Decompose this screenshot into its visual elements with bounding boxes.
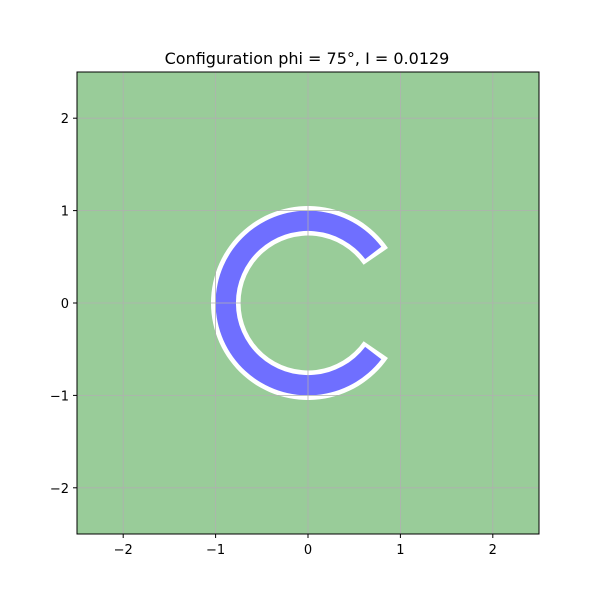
axes-frame [76, 71, 540, 535]
tick-layer: −2 −1 0 1 2 −2 −1 0 1 2 [50, 112, 497, 558]
grid-lines [77, 72, 539, 534]
boundary-gap-region [210, 205, 388, 401]
y-tick-label: 0 [61, 297, 69, 312]
y-tick-label: −1 [50, 389, 69, 404]
chart-title: Configuration phi = 75°, I = 0.0129 [165, 49, 450, 68]
y-tick-label: 2 [61, 112, 69, 127]
y-tick-label: 1 [61, 205, 69, 220]
x-tick-label: 0 [304, 543, 312, 558]
x-tick-label: 1 [396, 543, 404, 558]
x-tick-label: 2 [489, 543, 497, 558]
x-tick-label: −2 [114, 543, 133, 558]
y-tick-label: −2 [50, 482, 69, 497]
x-tick-label: −1 [206, 543, 225, 558]
shape-layer [210, 205, 388, 401]
